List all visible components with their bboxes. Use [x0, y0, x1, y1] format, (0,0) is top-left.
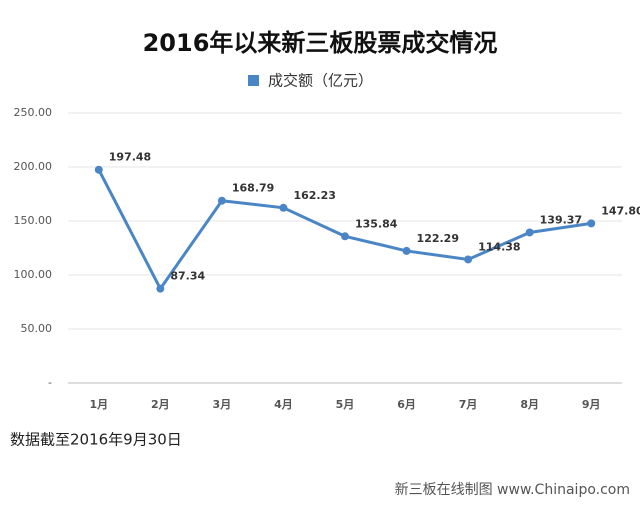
- legend-label: 成交额（亿元）: [268, 72, 373, 90]
- point: [156, 284, 165, 293]
- note: 数据截至2016年9月30日: [10, 431, 182, 449]
- point: [341, 232, 349, 241]
- value-label: 147.80: [601, 204, 640, 217]
- y-tick-label: 100.00: [14, 268, 53, 281]
- y-tick-label: -: [48, 376, 52, 389]
- value-label: 135.84: [355, 217, 398, 230]
- value-label: 139.37: [540, 213, 582, 226]
- point: [402, 246, 411, 255]
- x-tick-label: 7月: [459, 398, 478, 411]
- value-label: 168.79: [232, 182, 274, 195]
- value-label: 162.23: [293, 189, 335, 202]
- chart-title: 2016年以来新三板股票成交情况: [143, 29, 498, 57]
- point: [279, 203, 288, 212]
- y-tick-label: 50.00: [21, 322, 53, 335]
- value-label: 114.38: [478, 240, 520, 253]
- legend-marker: [248, 75, 259, 86]
- value-label: 122.29: [417, 232, 459, 245]
- y-tick-label: 250.00: [14, 106, 53, 119]
- point: [94, 165, 103, 174]
- x-tick-label: 9月: [582, 398, 601, 411]
- point: [587, 219, 596, 228]
- x-tick-label: 2月: [151, 398, 170, 411]
- point: [525, 228, 534, 237]
- value-label: 87.34: [170, 270, 205, 283]
- point: [217, 196, 226, 205]
- point: [464, 255, 473, 264]
- x-tick-label: 6月: [397, 398, 416, 411]
- y-tick-label: 200.00: [14, 160, 53, 173]
- x-tick-label: 8月: [520, 398, 539, 411]
- x-tick-label: 4月: [274, 398, 293, 411]
- value-label: 197.48: [109, 151, 151, 164]
- source: 新三板在线制图 www.Chinaipo.com: [395, 482, 630, 498]
- x-tick-label: 3月: [213, 398, 232, 411]
- x-tick-label: 1月: [89, 398, 108, 411]
- y-tick-label: 150.00: [14, 214, 53, 227]
- x-tick-label: 5月: [336, 398, 355, 411]
